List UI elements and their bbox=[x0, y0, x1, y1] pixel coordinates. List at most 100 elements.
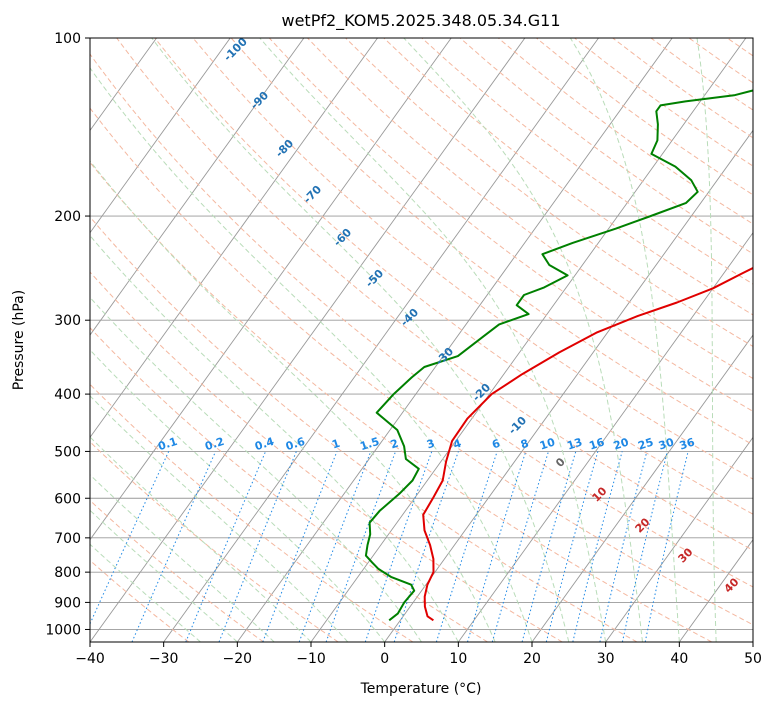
mixing-ratio-line bbox=[298, 451, 372, 642]
plot-frame bbox=[89, 37, 754, 643]
dry-adiabat-line bbox=[383, 38, 753, 316]
moist-adiabat-line bbox=[151, 38, 570, 642]
mixing-ratio-label: 0.4 bbox=[253, 435, 276, 453]
tick-layer: −40 −30 −20 −10 0 10 20 30 40 5010020030040050060… bbox=[45, 31, 762, 667]
x-tick-label: −30 bbox=[149, 651, 179, 667]
y-tick-label: 700 bbox=[54, 531, 81, 547]
y-tick-label: 300 bbox=[54, 313, 81, 329]
moist-adiabat-line bbox=[90, 395, 349, 642]
y-tick-label: 1000 bbox=[45, 622, 81, 638]
isotherm-line bbox=[678, 538, 753, 642]
dry-adiabat-line bbox=[268, 38, 753, 412]
mixing-ratio-label: 1 bbox=[330, 437, 341, 452]
x-tick-label: −20 bbox=[223, 651, 253, 667]
moist-adiabat-line bbox=[90, 234, 459, 642]
isotherm-line bbox=[236, 38, 673, 642]
mixing-ratio-label: 0.1 bbox=[156, 435, 179, 453]
x-tick-label: 40 bbox=[670, 651, 688, 667]
isotherm-line bbox=[752, 641, 753, 642]
isotherm-line bbox=[605, 436, 753, 642]
dry-adiabat-line bbox=[116, 38, 753, 551]
y-tick-label: 900 bbox=[54, 595, 81, 611]
mixing-ratio-line bbox=[90, 451, 170, 625]
dry-adiabat-line bbox=[345, 38, 753, 347]
moist-adiabat-line bbox=[569, 38, 680, 642]
mixing-ratio-line bbox=[185, 451, 267, 642]
isotherm-line bbox=[90, 38, 305, 336]
y-tick-label: 200 bbox=[54, 209, 81, 225]
x-tick-label: 30 bbox=[597, 651, 615, 667]
mixing-ratio-label: 36 bbox=[678, 435, 697, 452]
x-tick-label: 20 bbox=[523, 651, 541, 667]
mixing-ratio-label: 4 bbox=[452, 437, 464, 452]
y-axis-label: Pressure (hPa) bbox=[11, 290, 27, 390]
isotherm-line bbox=[90, 38, 452, 541]
grid-layer bbox=[0, 38, 753, 642]
mixing-ratio-label: 3 bbox=[425, 437, 436, 452]
isotherm-line bbox=[90, 38, 526, 642]
mixing-ratio-label: 13 bbox=[565, 436, 584, 453]
x-tick-label: −10 bbox=[296, 651, 326, 667]
mixing-ratio-label: 20 bbox=[612, 435, 631, 452]
moist-adiabat-line bbox=[90, 349, 386, 642]
isotherm-line bbox=[384, 129, 753, 642]
mixing-ratio-line bbox=[572, 451, 623, 642]
mixing-ratio-line bbox=[644, 451, 689, 642]
plot-background bbox=[90, 38, 753, 642]
dewpoint-profile bbox=[364, 89, 753, 622]
chart-title: wetPf2_KOM5.2025.348.05.34.G11 bbox=[281, 11, 560, 31]
moist-adiabat-line bbox=[90, 67, 533, 642]
y-tick-label: 600 bbox=[54, 491, 81, 507]
mixing-ratio-line bbox=[131, 451, 217, 642]
mixing-ratio-label: 1.5 bbox=[358, 435, 381, 453]
moist-adiabat-line bbox=[90, 436, 312, 642]
dry-adiabat-line bbox=[90, 559, 190, 642]
dry-adiabat-line bbox=[230, 38, 753, 446]
dry-adiabat-line bbox=[90, 107, 753, 626]
moist-adiabat-line bbox=[259, 38, 607, 642]
mixing-ratio-label: 8 bbox=[519, 437, 530, 452]
dry-adiabat-line bbox=[90, 271, 563, 642]
x-tick-label: 0 bbox=[380, 651, 389, 667]
mixing-ratio-line bbox=[393, 451, 459, 642]
mixing-ratio-label: 25 bbox=[636, 436, 655, 453]
mixing-ratio-line bbox=[545, 451, 599, 642]
mixing-ratio-label: 6 bbox=[490, 437, 502, 452]
mixing-ratio-label: 30 bbox=[657, 435, 676, 452]
mixing-ratio-line bbox=[364, 451, 433, 642]
mixing-ratio-label: 16 bbox=[588, 435, 607, 452]
isotherm-line bbox=[90, 38, 231, 234]
dry-adiabat-line bbox=[192, 38, 753, 480]
mixing-ratio-label: 0.6 bbox=[284, 435, 307, 453]
dry-adiabat-line bbox=[90, 161, 712, 642]
moist-adiabat-line bbox=[403, 38, 643, 642]
x-tick-label: 50 bbox=[744, 651, 762, 667]
mixing-ratio-line bbox=[325, 451, 397, 642]
dry-adiabat-line bbox=[90, 216, 638, 642]
temperature-profile bbox=[422, 266, 753, 622]
mixing-ratio-line bbox=[521, 451, 577, 642]
y-tick-label: 400 bbox=[54, 387, 81, 403]
isotherm-line bbox=[90, 38, 378, 439]
mixing-ratio-label: 2 bbox=[389, 437, 400, 452]
isotherm-line bbox=[0, 38, 9, 642]
y-tick-label: 800 bbox=[54, 565, 81, 581]
dry-adiabat-line bbox=[90, 383, 414, 642]
isotherm-line bbox=[163, 38, 599, 642]
y-tick-label: 500 bbox=[54, 444, 81, 460]
mixing-ratio-line bbox=[599, 451, 648, 642]
series-layer bbox=[364, 89, 753, 622]
moist-adiabat-line bbox=[696, 38, 717, 642]
dry-adiabat-line bbox=[421, 38, 753, 285]
isotherm-line bbox=[457, 231, 753, 642]
dry-adiabat-line bbox=[90, 53, 753, 588]
moist-adiabat-line bbox=[90, 296, 422, 642]
isotherm-line bbox=[531, 334, 753, 642]
mixing-ratio-line bbox=[621, 451, 668, 642]
x-tick-label: −40 bbox=[75, 651, 105, 667]
x-axis-label: Temperature (°C) bbox=[360, 681, 482, 697]
mixing-ratio-label: 10 bbox=[538, 435, 557, 452]
mixing-ratio-line bbox=[218, 451, 297, 642]
mixing-ratio-label: 0.2 bbox=[203, 435, 226, 453]
